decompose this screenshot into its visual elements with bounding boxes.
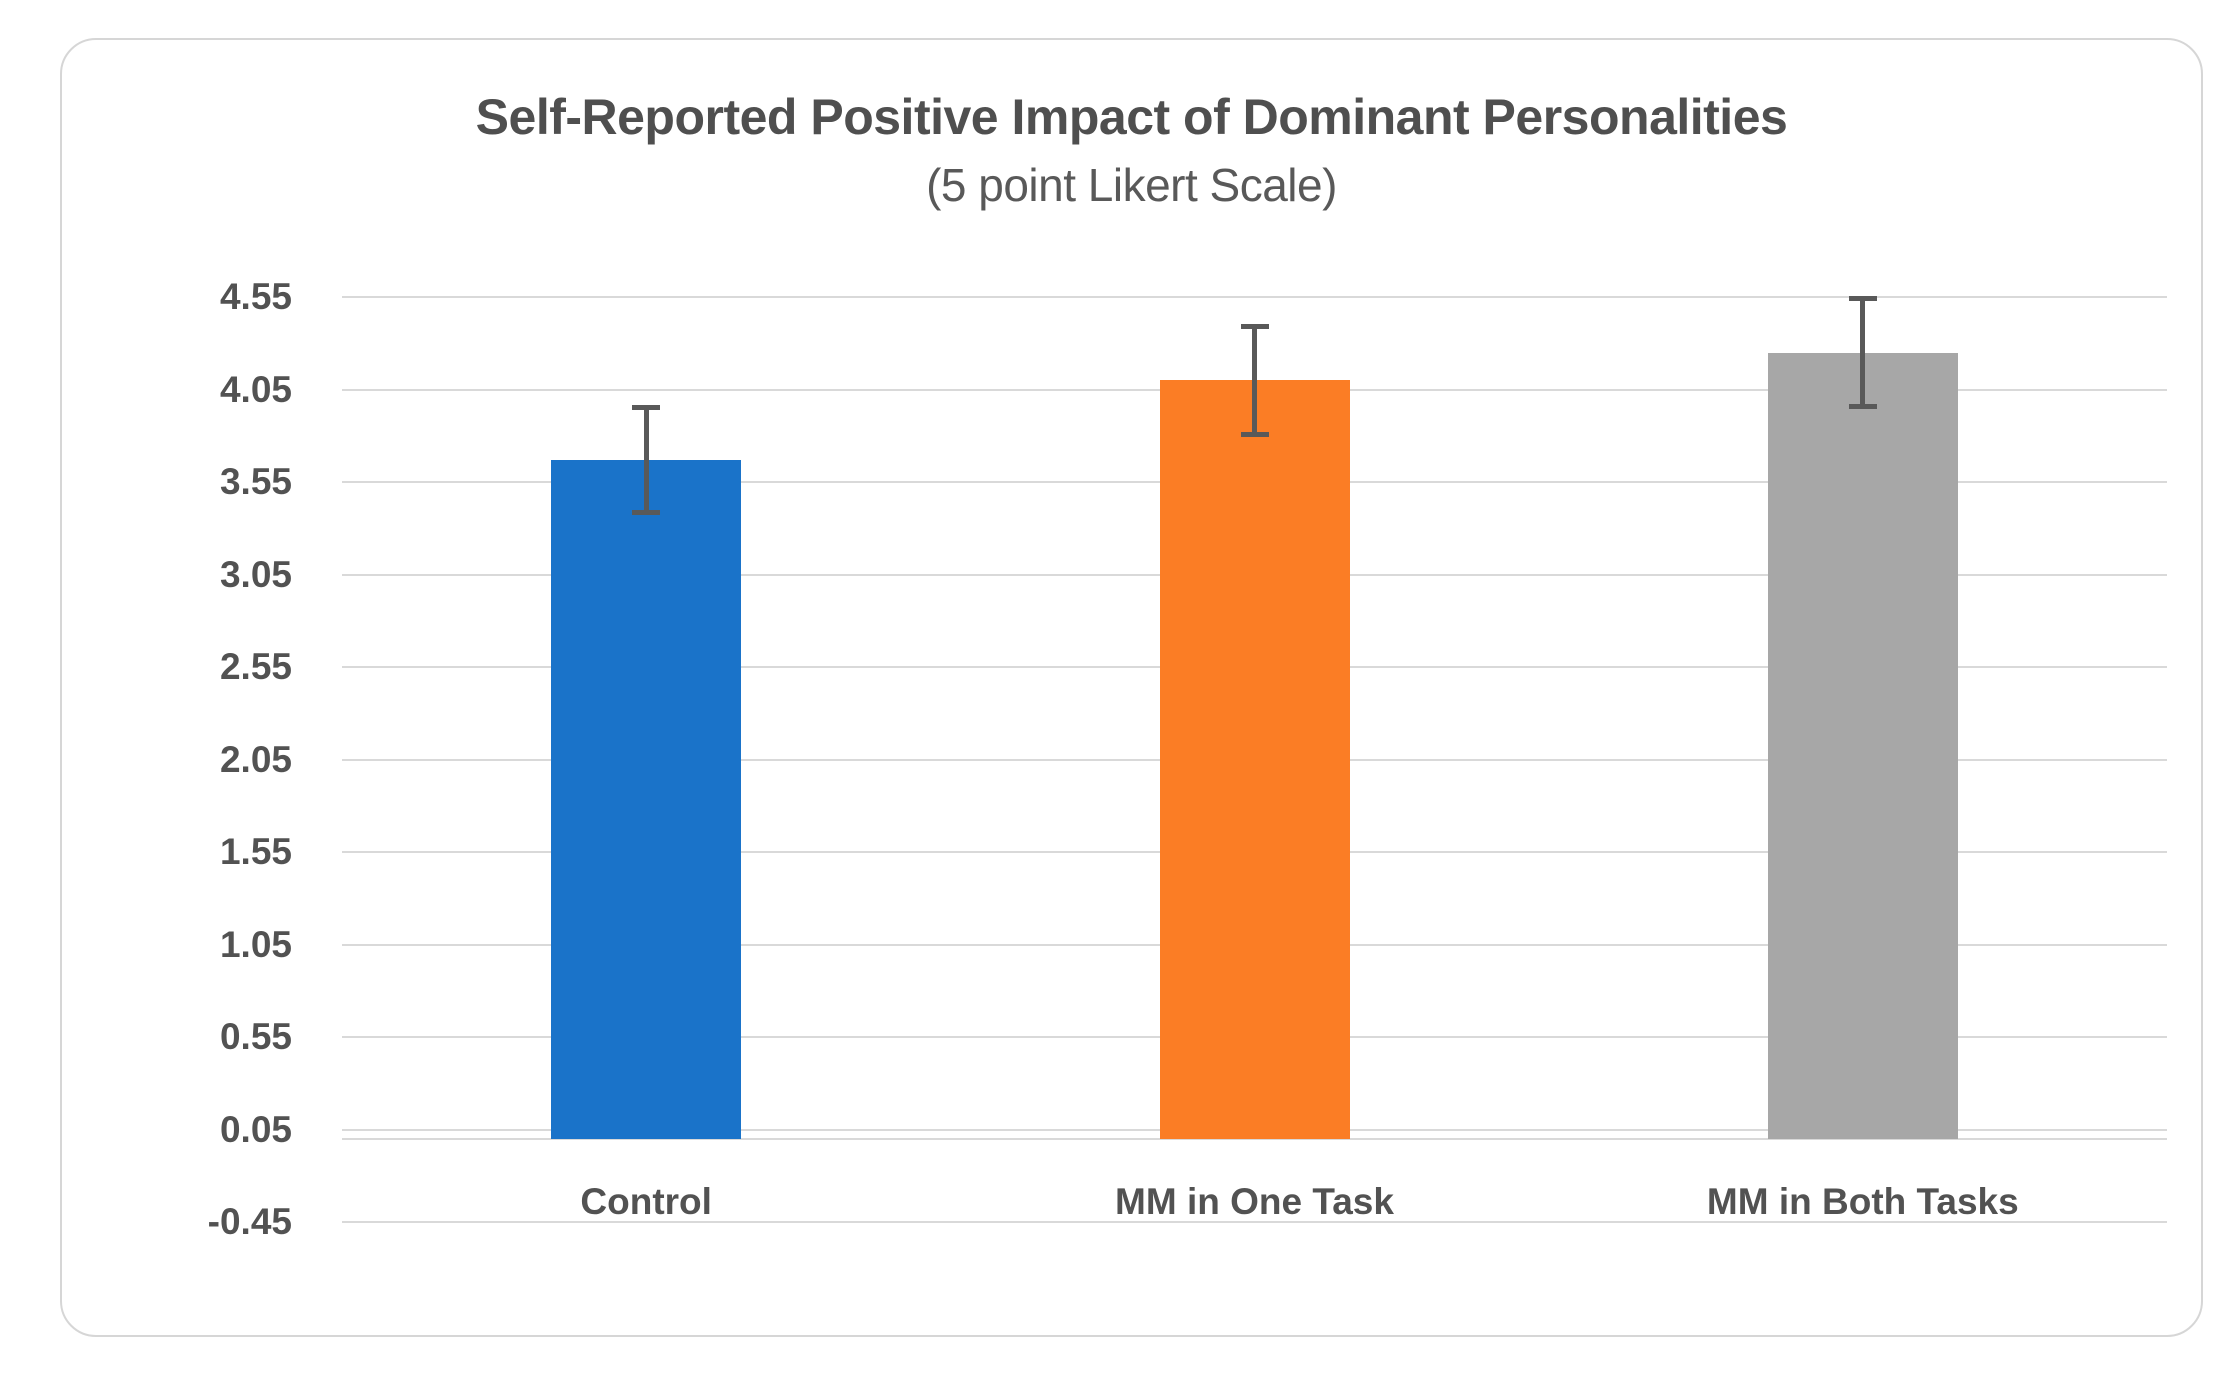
error-bar-bottom-cap (632, 509, 661, 515)
y-axis-tick-label: 4.05 (219, 368, 292, 410)
y-gridline (342, 1221, 2167, 1223)
y-axis-tick-label: 1.05 (219, 923, 292, 965)
y-axis-tick-label: 4.55 (219, 276, 292, 317)
chart-frame: Self-Reported Positive Impact of Dominan… (60, 38, 2203, 1337)
y-axis-tick-label: 0.55 (219, 1016, 292, 1057)
error-bar-bottom-cap (1848, 404, 1877, 410)
error-bar-top-cap (632, 405, 661, 410)
x-axis-line (342, 1137, 2167, 1140)
y-axis-tick-label: 2.55 (219, 646, 292, 687)
bar-control (551, 459, 742, 1139)
x-axis-category-label: Control (580, 1181, 712, 1222)
y-axis-tick-label: 2.05 (219, 738, 292, 780)
plot-area: 4.55 4.05 3.55 3.05 2.55 2.05 1.55 1.05 0.55 0.05… (62, 40, 2201, 1335)
error-bar-stem (1252, 326, 1257, 434)
bar-mm-in-one-task (1159, 380, 1350, 1139)
x-axis-category-label: MM in One Task (1115, 1181, 1394, 1222)
error-bar-stem (1860, 298, 1866, 407)
chart-title: Self-Reported Positive Impact of Dominan… (475, 89, 1788, 145)
y-gridline (342, 296, 2167, 298)
bar-mm-in-both-tasks (1767, 352, 1958, 1139)
y-axis-tick-label: 0.05 (219, 1108, 292, 1150)
y-axis-tick-label: 3.55 (219, 461, 292, 502)
error-bar-top-cap (1848, 295, 1877, 301)
x-axis-category-label: MM in Both Tasks (1706, 1181, 2019, 1222)
error-bar-bottom-cap (1240, 431, 1269, 437)
y-axis-tick-label: -0.45 (207, 1201, 292, 1242)
y-axis-tick-label: 1.55 (219, 831, 292, 872)
chart-subtitle: (5 point Likert Scale) (926, 159, 1337, 211)
y-axis-tick-label: 3.05 (219, 553, 292, 595)
error-bar-stem (643, 408, 649, 512)
error-bar-top-cap (1240, 323, 1269, 329)
